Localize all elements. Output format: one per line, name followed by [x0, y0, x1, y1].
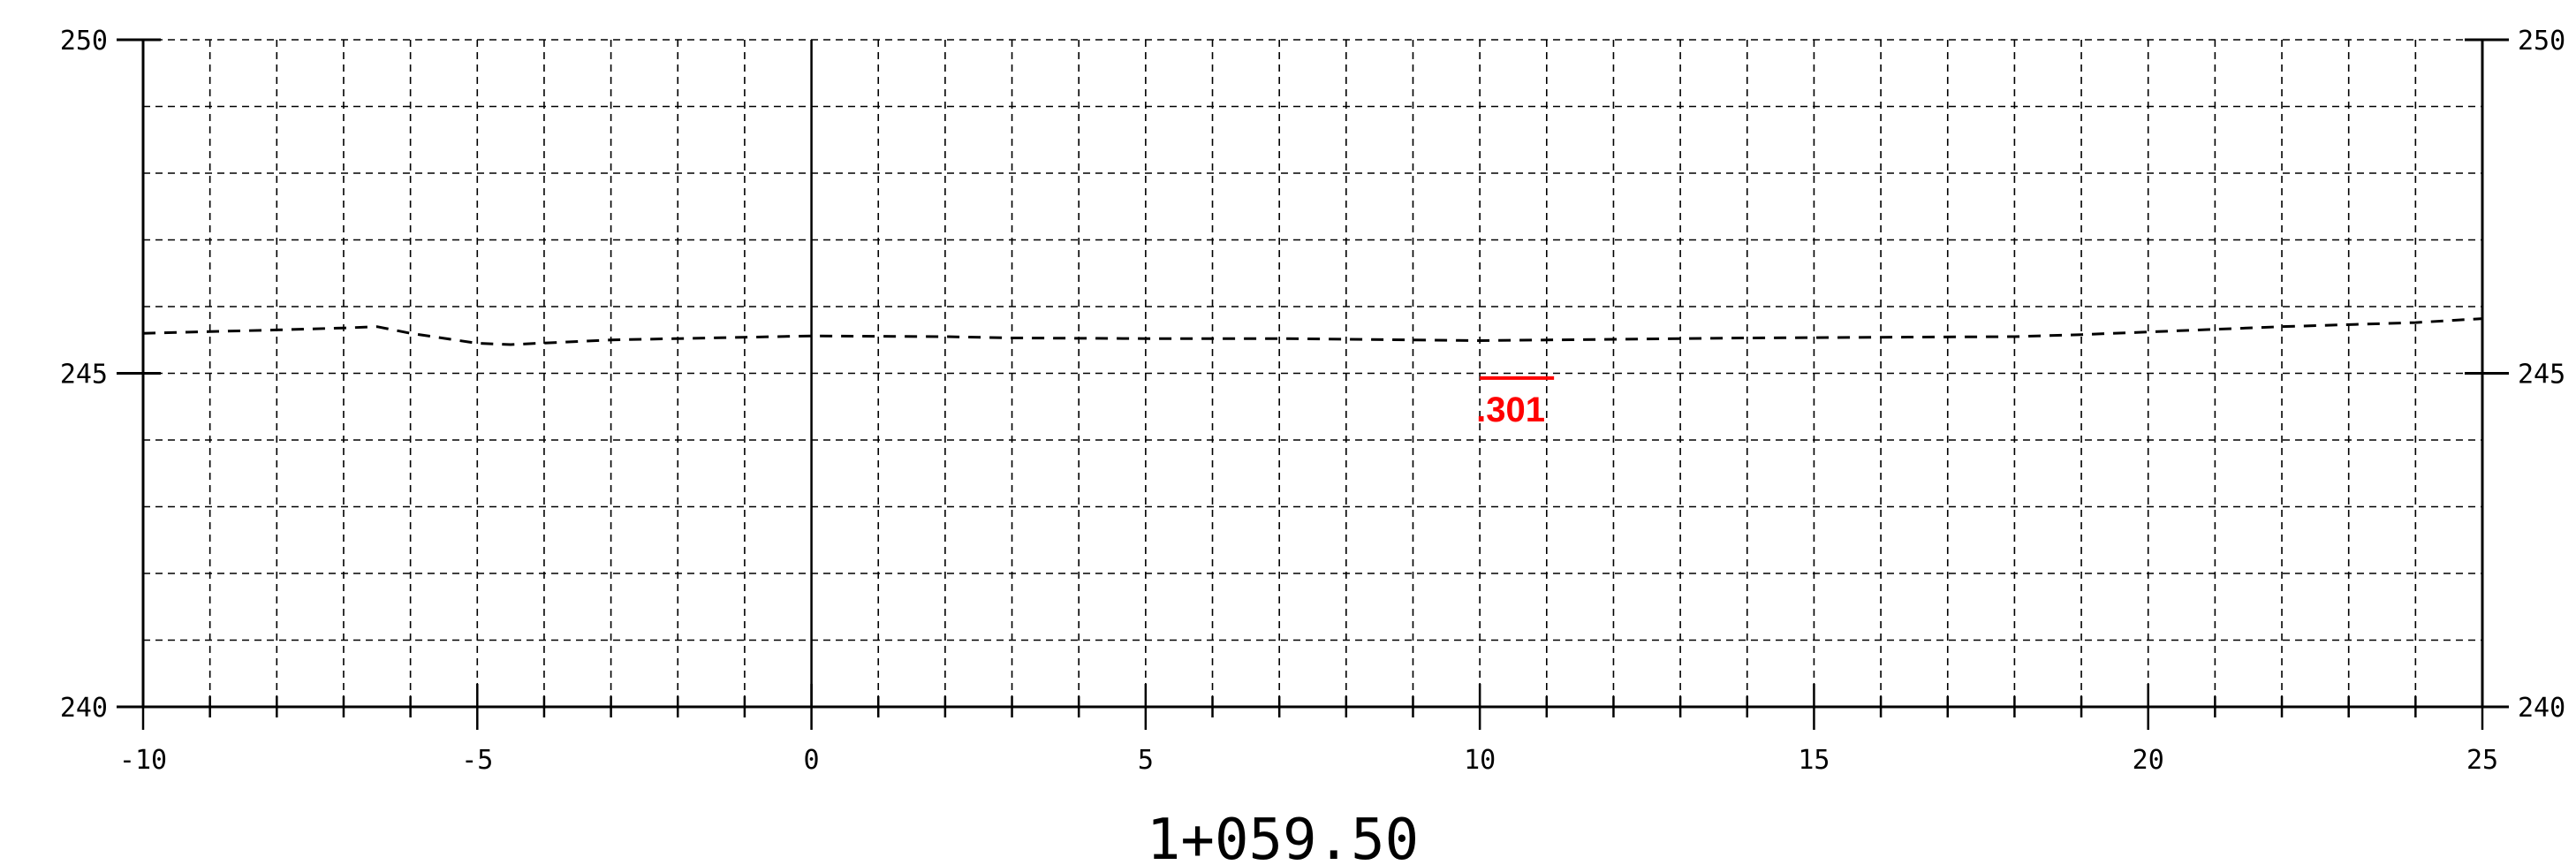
x-tick-label: -5 [461, 745, 493, 776]
x-tick-label: 25 [2466, 745, 2498, 776]
x-tick-label: 15 [1798, 745, 1830, 776]
x-tick-label: 5 [1138, 745, 1154, 776]
ground-profile-series [142, 317, 2483, 346]
y-tick-label-left: 240 [60, 693, 108, 724]
x-tick-label: -10 [119, 745, 167, 776]
y-tick-label-right: 245 [2518, 360, 2565, 391]
y-tick-label-right: 240 [2518, 693, 2565, 724]
x-tick-label: 20 [2133, 745, 2164, 776]
annotation-label: .301 [1476, 391, 1545, 429]
y-tick-label-left: 250 [60, 26, 108, 57]
annotations: .301 [1476, 376, 1555, 429]
station-label: 1+059.50 [1147, 808, 1419, 865]
tick-marks [117, 38, 2509, 730]
grid [143, 39, 2482, 707]
x-tick-label: 10 [1464, 745, 1496, 776]
x-tick-label: 0 [804, 745, 820, 776]
tick-labels: -10 -5 0 5 10 15 20 25 240 240 245 245 250 250 [60, 26, 2565, 776]
ground-profile-point [410, 333, 411, 334]
y-tick-label-left: 245 [60, 360, 108, 391]
y-tick-label-right: 250 [2518, 26, 2565, 57]
ground-profile-line [142, 317, 2483, 346]
